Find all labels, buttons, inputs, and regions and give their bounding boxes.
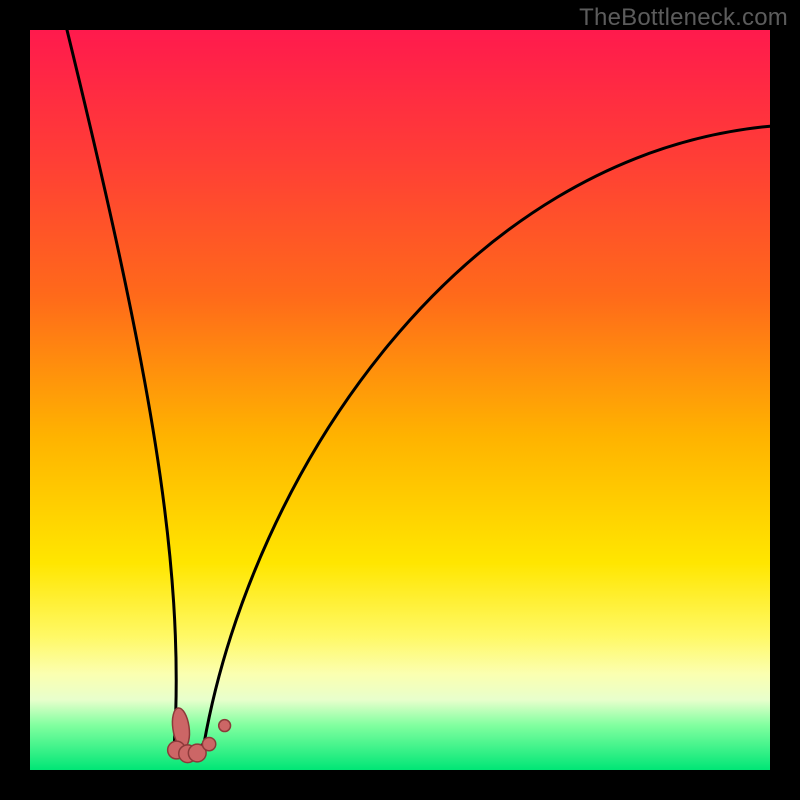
marker-dot-3 xyxy=(202,737,215,750)
marker-dot-4 xyxy=(219,720,231,732)
watermark-text: TheBottleneck.com xyxy=(579,4,788,32)
bottleneck-chart: TheBottleneck.com xyxy=(0,0,800,800)
chart-canvas xyxy=(0,0,800,800)
gradient-plot-area xyxy=(30,30,770,770)
